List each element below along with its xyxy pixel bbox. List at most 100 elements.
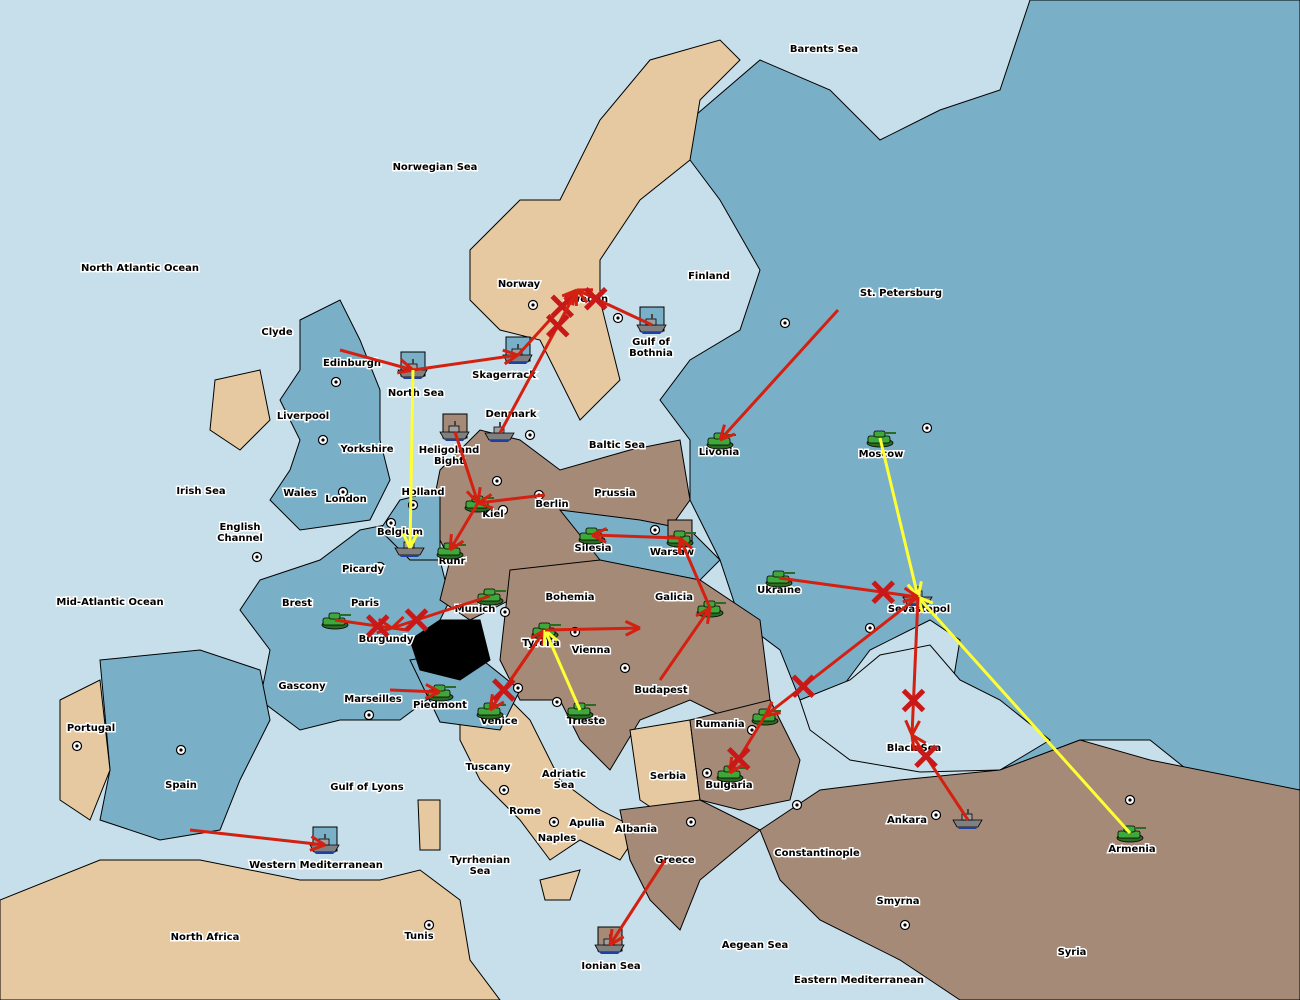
land-ireland	[209, 369, 271, 451]
province-label[interactable]: Aegean Sea	[720, 939, 790, 953]
province-label[interactable]: North Sea	[386, 387, 445, 401]
province-label[interactable]: Picardy	[340, 563, 386, 577]
land-russia	[659, 0, 1300, 791]
move-order-arrow	[389, 683, 441, 700]
province-label[interactable]: Greece	[654, 854, 697, 868]
province-label[interactable]: Norway	[496, 278, 542, 292]
failed-x-icon	[550, 294, 575, 319]
province-label[interactable]: Baltic Sea	[587, 439, 646, 453]
province-label[interactable]: Holland	[400, 486, 446, 500]
move-order-arrow	[390, 594, 491, 632]
province-label[interactable]: Piedmont	[412, 699, 469, 713]
province-label[interactable]: Eastern Mediterranean	[793, 974, 926, 988]
land-switzerland	[409, 619, 491, 681]
province-label[interactable]: Tyrrhenian Sea	[448, 854, 511, 879]
province-label[interactable]: Bulgaria	[704, 779, 754, 793]
move-order-arrow	[412, 348, 519, 372]
province-label[interactable]: Livonia	[697, 446, 740, 460]
move-order-arrow	[658, 606, 712, 681]
province-label[interactable]: Syria	[1056, 946, 1088, 960]
move-order-arrow	[334, 614, 393, 638]
province-label[interactable]: St. Petersburg	[858, 287, 943, 301]
province-label[interactable]: Armenia	[1107, 843, 1157, 857]
province-label[interactable]: Marseilles	[343, 693, 403, 707]
support-order-arrow	[542, 628, 582, 711]
move-order-arrow	[339, 348, 414, 375]
province-label[interactable]: Vienna	[570, 644, 612, 658]
move-order-arrow	[910, 733, 970, 821]
province-label[interactable]: Belgium	[376, 526, 425, 540]
province-label[interactable]: Clyde	[260, 326, 294, 340]
move-order-arrow	[763, 595, 919, 718]
province-label[interactable]: Naples	[536, 832, 577, 846]
province-label[interactable]: Prussia	[593, 487, 637, 501]
province-label[interactable]: Gulf of Bothnia	[628, 336, 675, 361]
province-label[interactable]: Irish Sea	[175, 485, 227, 499]
land-turkey	[759, 739, 1300, 1000]
failed-x-icon	[583, 286, 608, 311]
province-label[interactable]: Constantinople	[773, 847, 862, 861]
province-label[interactable]: Bohemia	[544, 591, 596, 605]
land-britain	[269, 299, 391, 531]
province-label[interactable]: Finland	[687, 270, 732, 284]
province-label[interactable]: Galicia	[654, 591, 695, 605]
province-label[interactable]: Liverpool	[275, 410, 330, 424]
province-label[interactable]: Mid-Atlantic Ocean	[55, 596, 165, 610]
province-label[interactable]: Norwegian Sea	[391, 161, 479, 175]
province-label[interactable]: Berlin	[534, 498, 570, 512]
province-label[interactable]: Smyrna	[875, 895, 921, 909]
province-label[interactable]: Sevastopol	[886, 603, 951, 617]
province-label[interactable]: Gulf of Lyons	[329, 781, 405, 795]
province-label[interactable]: Serbia	[648, 770, 687, 784]
fleet-unit-gulf-of-bothnia[interactable]	[636, 306, 667, 334]
province-label[interactable]: Portugal	[65, 722, 116, 736]
land-sicily	[539, 869, 581, 901]
land-greece	[619, 799, 761, 931]
move-order-arrow	[677, 536, 712, 609]
province-label[interactable]: Gascony	[277, 680, 328, 694]
province-label[interactable]: Paris	[349, 597, 380, 611]
support-order-arrow	[401, 369, 419, 549]
province-label[interactable]: London	[324, 493, 369, 507]
province-label[interactable]: Adriatic Sea	[540, 768, 587, 793]
move-order-arrow	[498, 288, 579, 434]
province-label[interactable]: Spain	[164, 779, 199, 793]
province-label[interactable]: Rumania	[694, 718, 746, 732]
province-label[interactable]: Heligoland Bight	[417, 444, 481, 469]
province-label[interactable]: Burgundy	[357, 633, 415, 647]
fleet-unit-heligoland-bight[interactable]	[439, 413, 470, 441]
province-label[interactable]: Apulia	[568, 817, 607, 831]
units-layer	[309, 306, 1146, 954]
failed-x-icon	[791, 674, 816, 699]
province-label[interactable]: Edinburgh	[321, 357, 382, 371]
province-label[interactable]: Budapest	[633, 684, 690, 698]
province-label[interactable]: Ukraine	[756, 584, 803, 598]
fleet-unit-denmark[interactable]	[484, 422, 515, 442]
province-label[interactable]: North Atlantic Ocean	[79, 262, 200, 276]
province-label[interactable]: English Channel	[216, 521, 265, 546]
province-label[interactable]: Rome	[508, 805, 543, 819]
land-spain	[99, 649, 271, 841]
province-label[interactable]: Albania	[613, 823, 658, 837]
move-order-arrow	[453, 431, 482, 505]
province-label[interactable]: North Africa	[169, 931, 241, 945]
province-label[interactable]: Moscow	[857, 448, 905, 462]
province-label[interactable]: Brest	[280, 597, 313, 611]
province-label[interactable]: Silesia	[573, 542, 613, 556]
province-label[interactable]: Wales	[282, 487, 319, 501]
province-label[interactable]: Skagerrack	[471, 369, 538, 383]
province-label[interactable]: Ankara	[886, 814, 929, 828]
province-label[interactable]: Western Mediterranean	[248, 859, 385, 873]
move-order-arrow	[477, 493, 546, 510]
army-unit-armenia[interactable]	[1116, 825, 1146, 843]
province-label[interactable]: Barents Sea	[788, 43, 859, 57]
province-label[interactable]: Yorkshire	[338, 443, 395, 457]
move-order-arrow	[901, 596, 926, 736]
province-label[interactable]: Tunis	[403, 930, 435, 944]
province-label[interactable]: Ionian Sea	[580, 960, 642, 974]
province-label[interactable]: Tuscany	[464, 761, 513, 775]
failed-x-icon	[545, 313, 570, 338]
land-portugal	[59, 679, 111, 821]
